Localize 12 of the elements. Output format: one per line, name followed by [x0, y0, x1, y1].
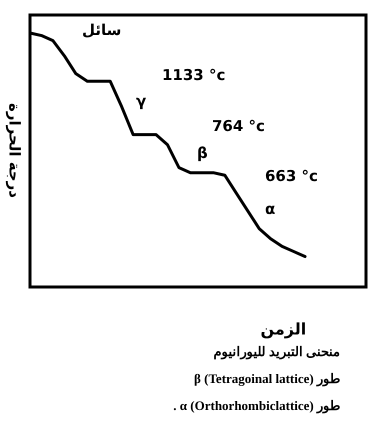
annotation: γ [136, 92, 146, 110]
annotation: 1133 °c [162, 66, 226, 84]
text: منحنى التبريد لليورانيوم [212, 343, 340, 362]
y-axis-title: درجة الحرارة [6, 102, 24, 198]
annotation: 764 °c [212, 117, 265, 135]
annotation: 663 °c [265, 167, 318, 185]
annotation: β [197, 144, 208, 162]
text: طور β (Tetragoinal lattice) [193, 370, 340, 388]
text: طور α (Orthorhombiclattice) . [172, 397, 340, 416]
annotation: سائل [82, 21, 122, 39]
annotation: α [265, 200, 276, 218]
x-axis-title: الزمن [260, 320, 306, 338]
